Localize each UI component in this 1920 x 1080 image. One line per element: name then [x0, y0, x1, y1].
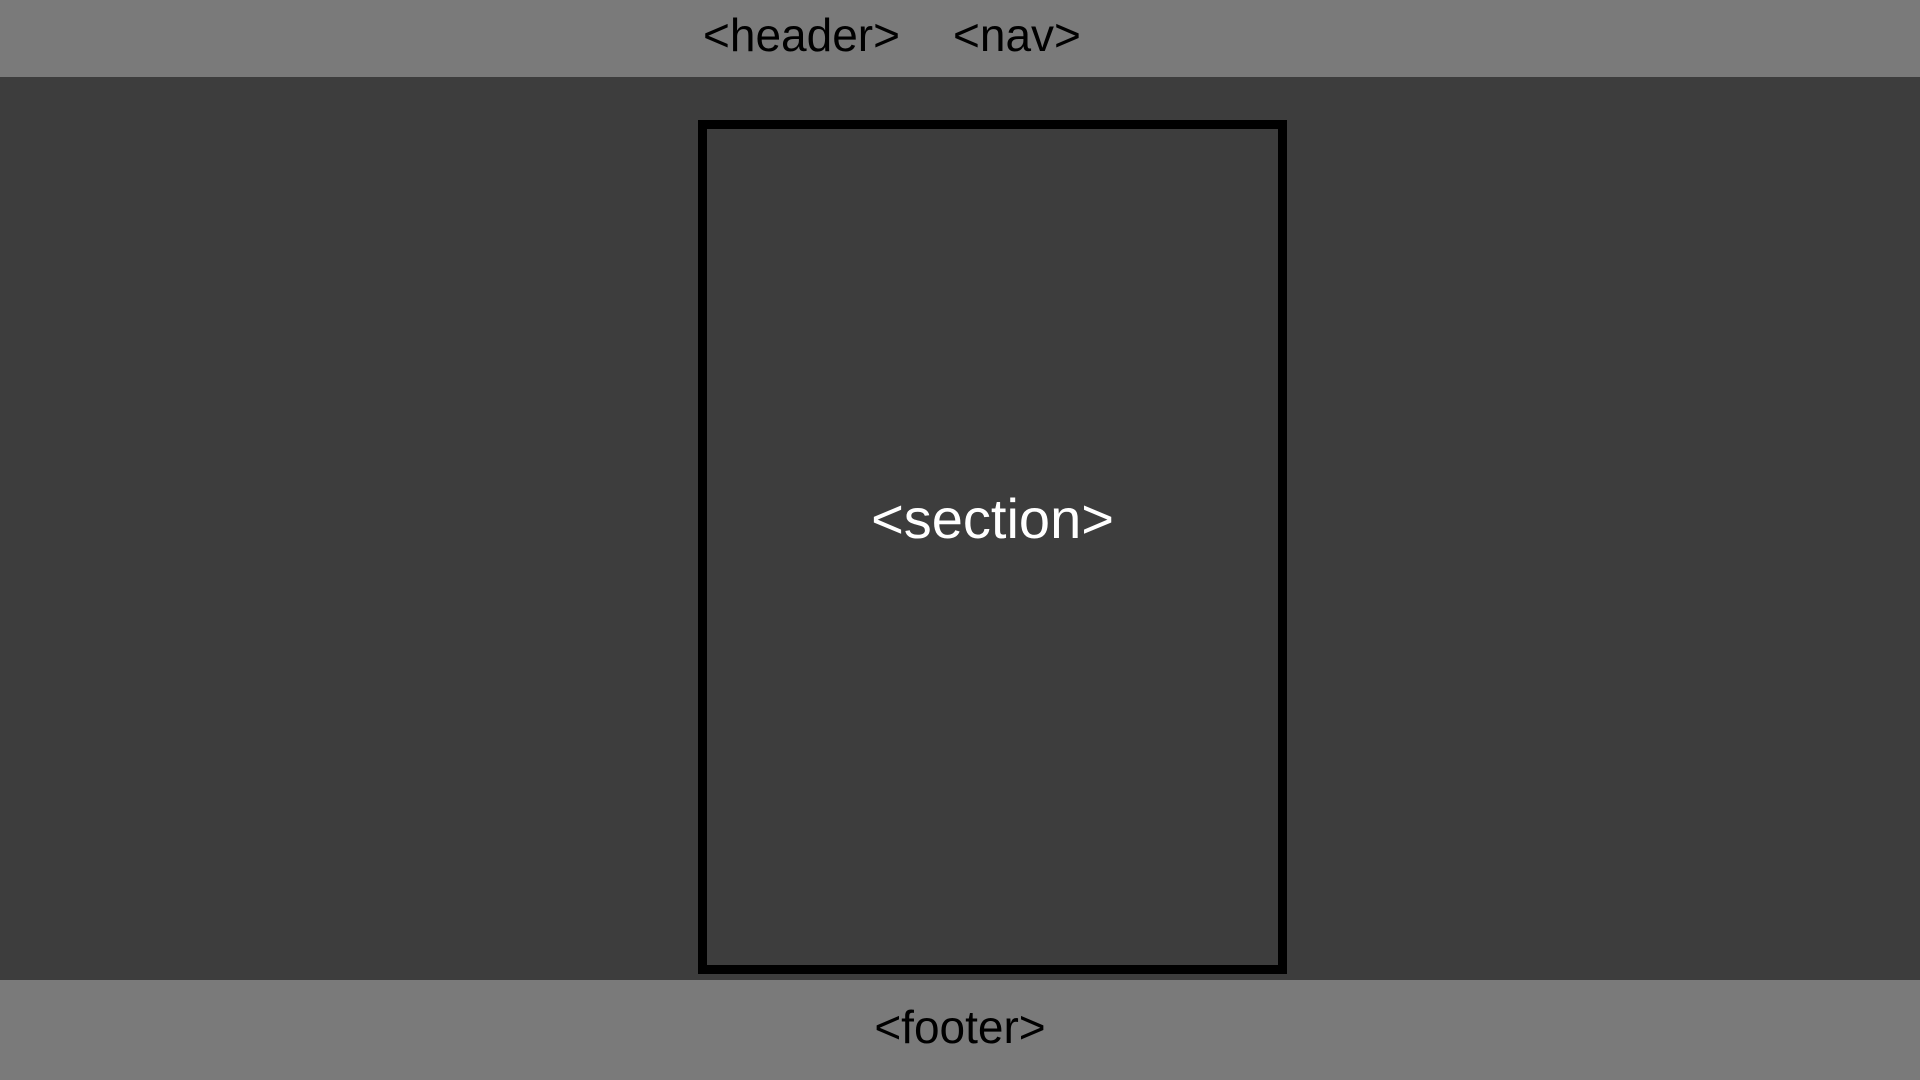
footer-label: <footer>: [874, 1001, 1046, 1053]
footer-bar: <footer>: [0, 980, 1920, 1080]
header-bar: <header> <nav>: [0, 0, 1920, 77]
section-label: <section>: [871, 487, 1114, 550]
nav-label: <nav>: [953, 9, 1081, 61]
section-box: <section>: [698, 120, 1287, 974]
header-label: <header>: [703, 9, 900, 61]
